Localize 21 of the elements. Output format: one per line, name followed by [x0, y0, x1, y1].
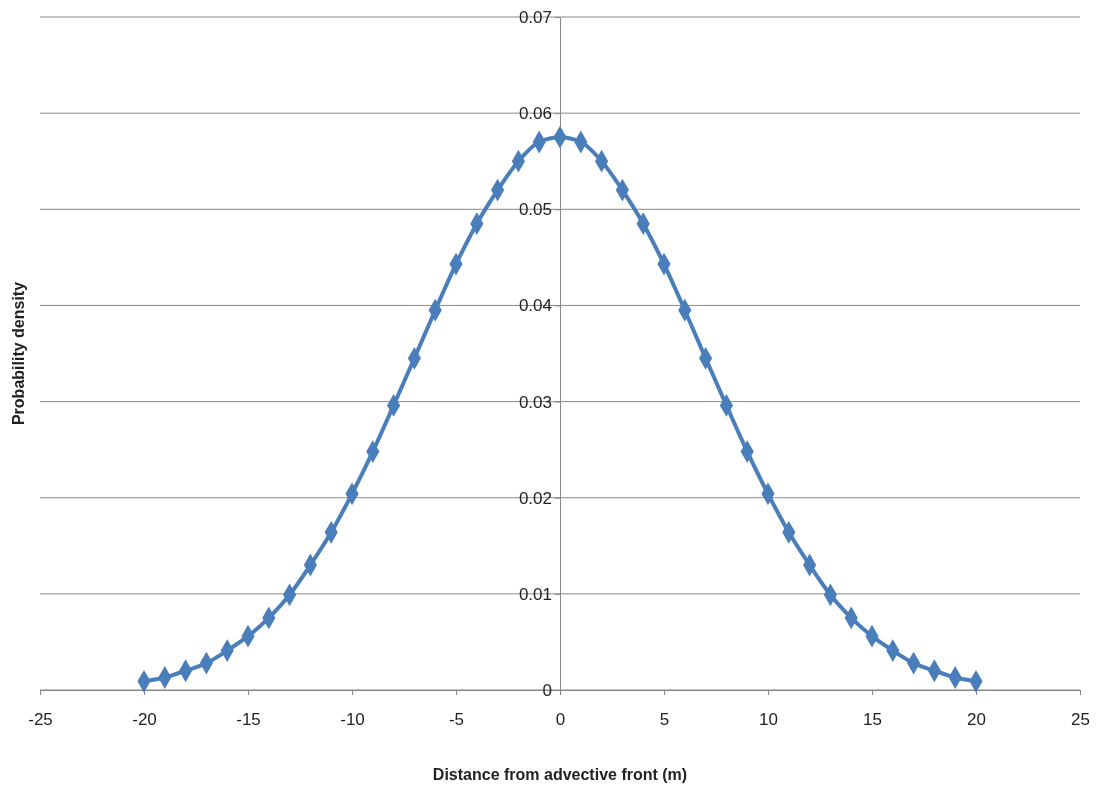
x-tick-label: 20 — [967, 710, 986, 730]
x-axis-title: Distance from advective front (m) — [432, 766, 688, 783]
x-tick-label: -20 — [132, 710, 157, 730]
y-tick-label: 0.06 — [518, 104, 552, 124]
x-tick-label: -5 — [448, 710, 465, 730]
y-tick-label: 0 — [542, 680, 552, 700]
x-tick-label: 25 — [1071, 710, 1090, 730]
y-tick-label: 0.04 — [518, 296, 552, 316]
x-tick-label: 15 — [863, 710, 882, 730]
y-tick-label: 0.03 — [518, 392, 552, 412]
y-tick-label: 0.07 — [518, 7, 552, 27]
x-tick-label: -15 — [236, 710, 261, 730]
y-axis-title: Probability density — [10, 281, 27, 426]
x-tick-label: -10 — [340, 710, 365, 730]
x-tick-label: 10 — [759, 710, 778, 730]
x-tick-label: -25 — [28, 710, 53, 730]
y-tick-label: 0.02 — [518, 488, 552, 508]
x-tick-label: 0 — [555, 710, 566, 730]
y-tick-label: 0.05 — [518, 200, 552, 220]
y-tick-label: 0.01 — [518, 584, 552, 604]
x-tick-label: 5 — [659, 710, 670, 730]
